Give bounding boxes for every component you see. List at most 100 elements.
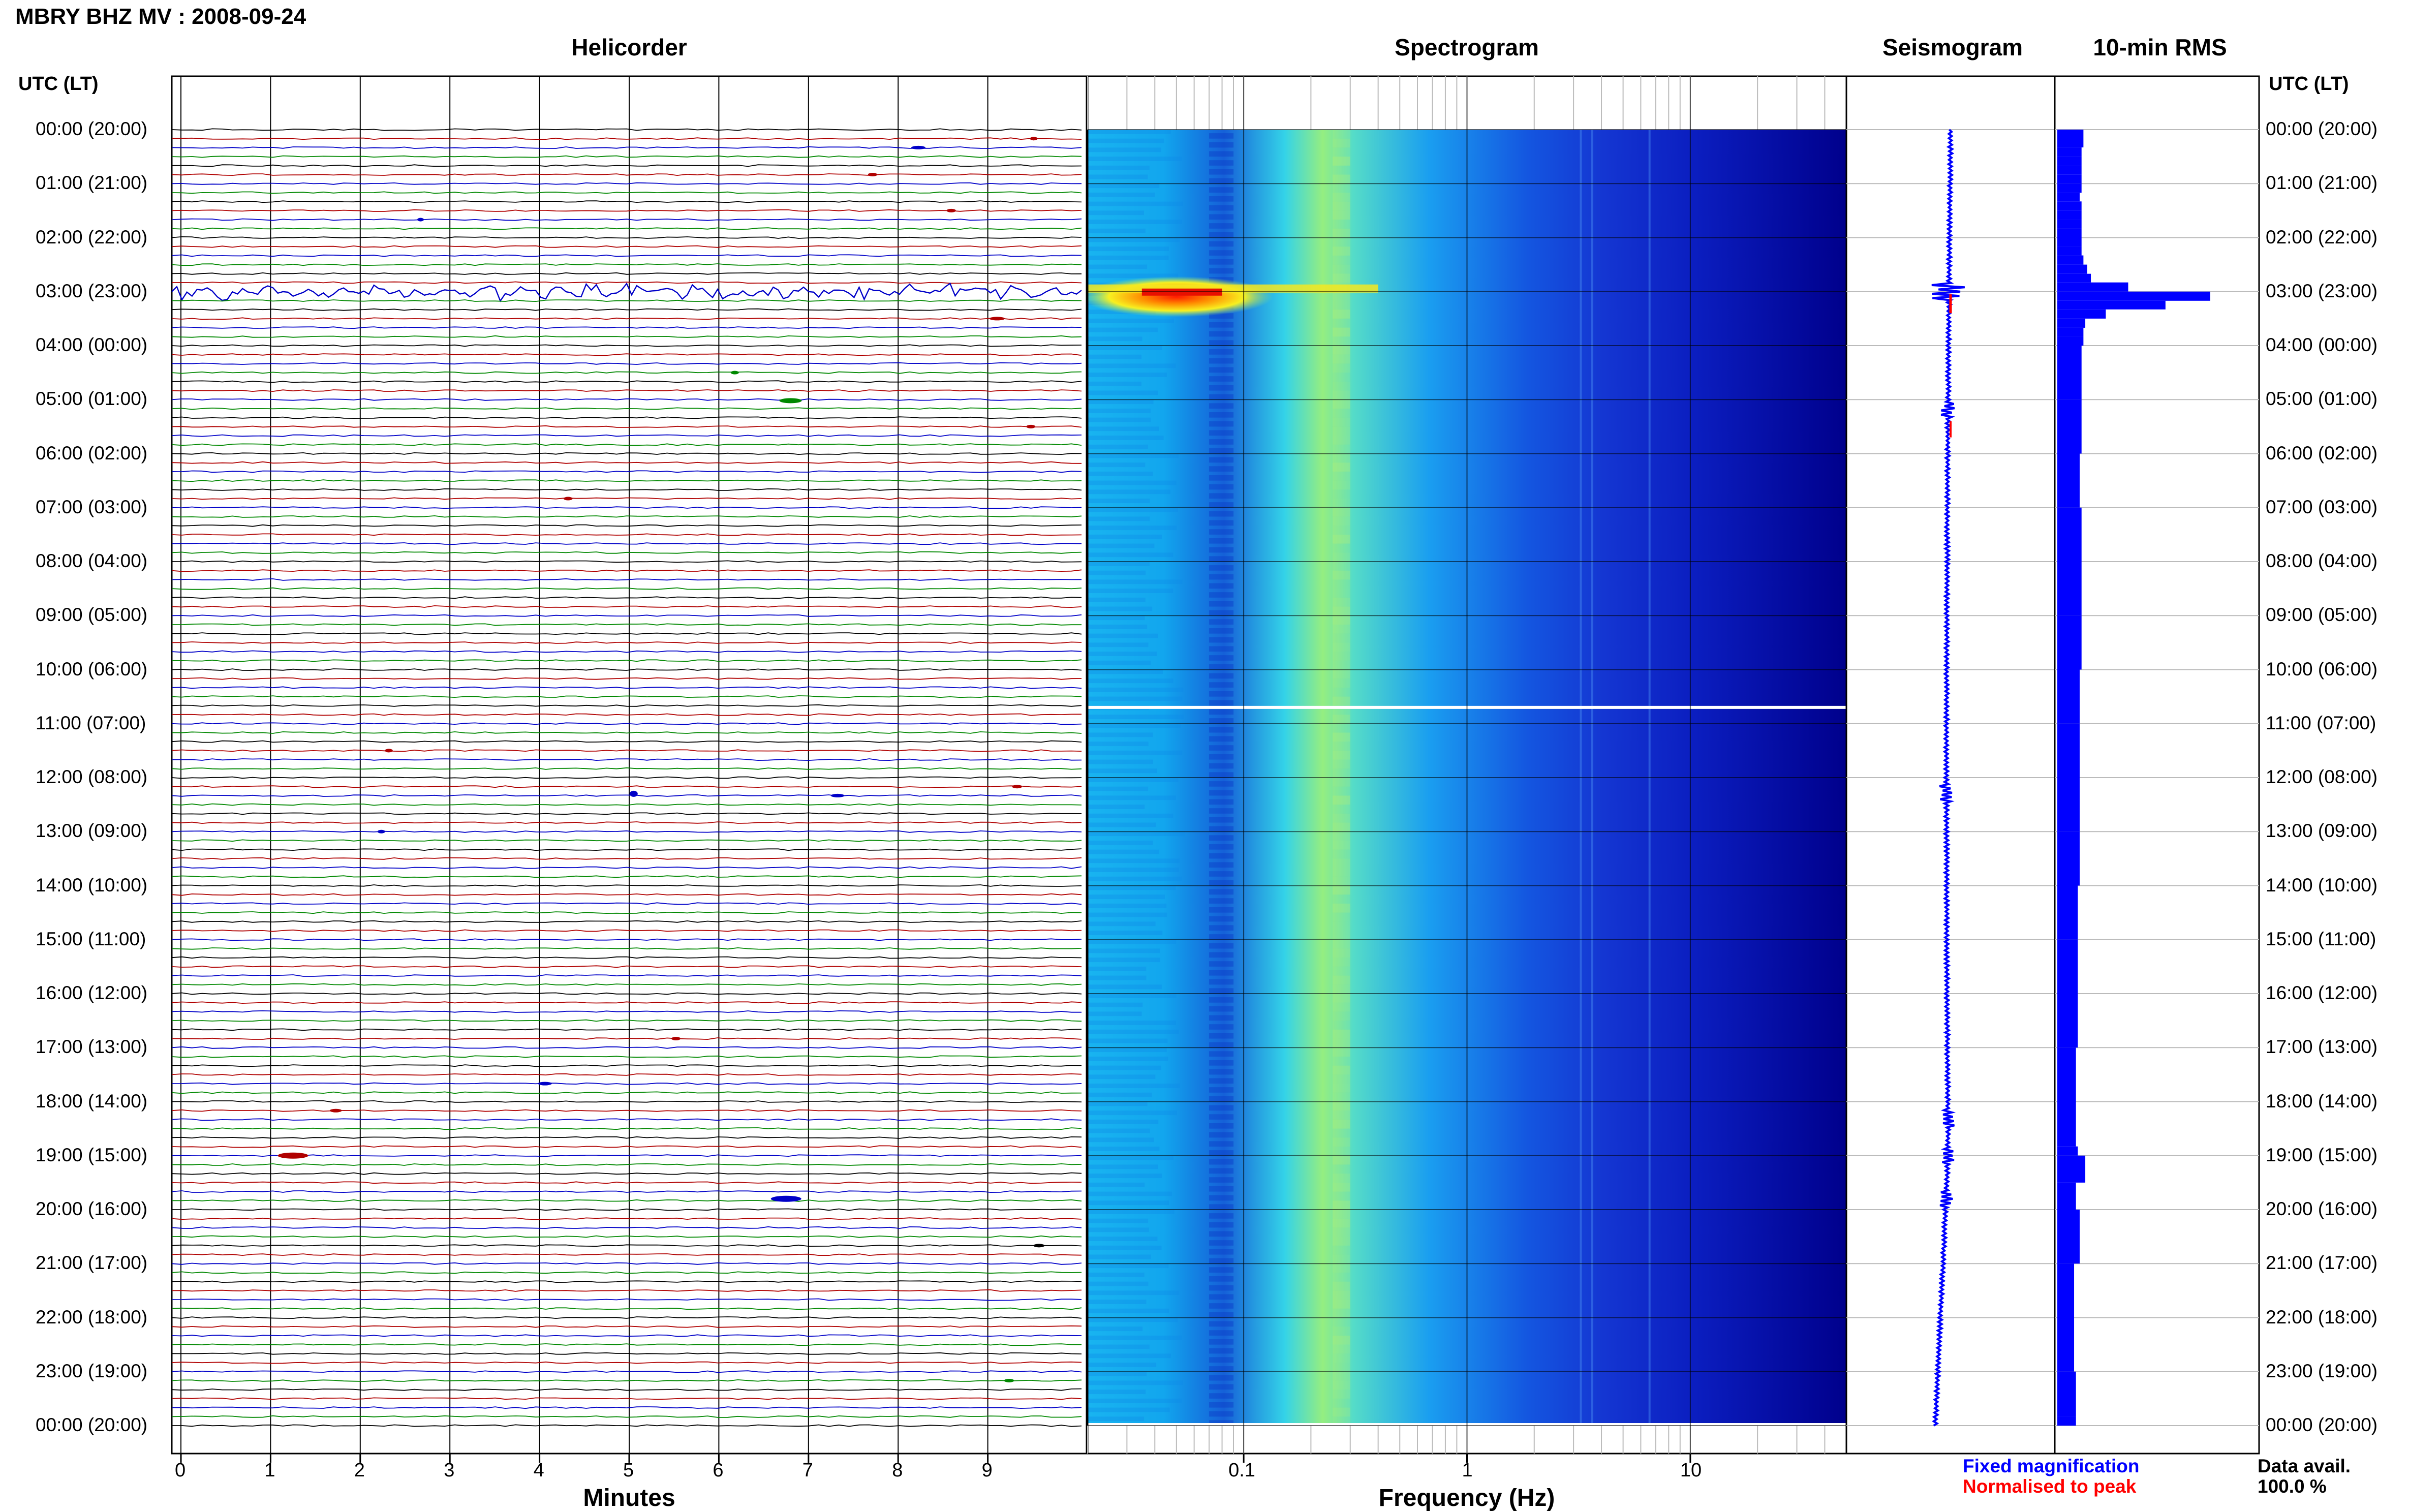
spectrogram-streak xyxy=(1209,1420,1234,1423)
helicorder-trace xyxy=(171,209,1082,212)
helicorder-event-blip xyxy=(629,790,638,797)
spectrogram-streak xyxy=(1332,1011,1350,1021)
spectrogram-streak xyxy=(1088,157,1182,161)
spectrogram-streak xyxy=(1332,1363,1350,1372)
helicorder-event-blip xyxy=(563,497,573,501)
legend-fixed-magnification: Fixed magnification xyxy=(1963,1456,2140,1476)
spectrogram-streak xyxy=(1209,1186,1234,1192)
helicorder-trace xyxy=(171,866,1082,869)
spectrogram-streak xyxy=(1088,1101,1148,1106)
spectrogram-streak xyxy=(1332,876,1350,886)
spectrogram-streak xyxy=(1209,1015,1234,1021)
spectrogram-streak xyxy=(1332,373,1350,382)
spectrogram-streak xyxy=(1209,997,1234,1003)
spectrogram-streak xyxy=(1209,781,1234,787)
spectrogram-streak xyxy=(1209,385,1234,391)
spectrogram-streak xyxy=(1209,1177,1234,1183)
spectrogram-streak xyxy=(1209,646,1234,652)
spectrogram-streak xyxy=(1088,1363,1157,1367)
time-label-left: 11:00 (07:00) xyxy=(36,712,146,733)
helicorder-trace xyxy=(171,461,1082,464)
spectrogram-streak xyxy=(1332,499,1350,508)
spectrogram-streak xyxy=(1332,939,1350,949)
helicorder-trace xyxy=(171,551,1082,554)
spectrogram-streak xyxy=(1332,759,1350,769)
helicorder-trace xyxy=(171,1199,1082,1202)
helicorder-title: Helicorder xyxy=(571,34,687,60)
spectrogram-streak xyxy=(1332,346,1350,355)
spectrogram-streak xyxy=(1332,255,1350,265)
helicorder-trace xyxy=(171,1334,1082,1337)
spectrogram-streak xyxy=(1209,871,1234,877)
helicorder-trace xyxy=(171,1379,1082,1382)
time-label-right: 23:00 (19:00) xyxy=(2266,1360,2378,1381)
spectrogram-streak xyxy=(1209,691,1234,697)
helicorder-trace xyxy=(171,713,1082,716)
spectrogram-streak xyxy=(1209,1114,1234,1120)
spectrogram-streak xyxy=(1088,1155,1173,1160)
rms-bar xyxy=(2057,174,2082,184)
spectrogram-streak xyxy=(1209,1258,1234,1264)
spectrogram-streak xyxy=(1088,336,1142,342)
spectrogram-streak xyxy=(1088,652,1157,656)
spectrogram-streak xyxy=(1088,192,1155,197)
spectrogram-streak xyxy=(1209,1384,1234,1390)
spectrogram-streak xyxy=(1332,174,1350,184)
rms-bar xyxy=(2057,885,2078,940)
spectrogram-streak xyxy=(1332,336,1350,346)
spectrogram-streak xyxy=(1088,1335,1182,1340)
helicorder-trace xyxy=(171,299,1082,302)
spectrogram-streak xyxy=(1088,327,1158,332)
spectrogram-streak xyxy=(1332,1335,1350,1345)
spectrogram-streak xyxy=(1088,499,1150,503)
rms-bar xyxy=(2057,1416,2076,1426)
spectrogram-streak xyxy=(1209,421,1234,427)
helicorder-trace xyxy=(171,560,1082,563)
spectrogram-streak xyxy=(1088,1344,1150,1349)
time-label-right: 06:00 (02:00) xyxy=(2266,442,2378,464)
time-label-left: 17:00 (13:00) xyxy=(36,1036,148,1058)
spectrogram-streak xyxy=(1209,439,1234,445)
spectrogram-streak xyxy=(1209,1303,1234,1309)
spectrogram-streak xyxy=(1209,682,1234,688)
helicorder-trace xyxy=(171,191,1082,194)
time-label-right: 13:00 (09:00) xyxy=(2266,820,2378,842)
spectrogram-streak xyxy=(1209,160,1234,166)
spectrogram-streak xyxy=(1088,471,1153,476)
spectrogram-streak xyxy=(1088,399,1154,405)
spectrogram-streak xyxy=(1332,157,1350,166)
spectrogram-streak xyxy=(1209,1294,1234,1300)
rms-frame xyxy=(2054,75,2260,1455)
spectrogram-streak xyxy=(1088,849,1160,854)
spectrogram-streak xyxy=(1332,624,1350,634)
spectrogram-streak xyxy=(1088,346,1162,350)
rms-bar xyxy=(2057,1263,2075,1318)
time-label-left: 16:00 (12:00) xyxy=(36,982,148,1003)
spectrogram-streak xyxy=(1088,1074,1156,1079)
time-label-left: 15:00 (11:00) xyxy=(36,928,146,949)
helicorder-trace xyxy=(171,569,1082,572)
spectrogram-streak xyxy=(1209,637,1234,643)
helicorder-trace xyxy=(171,884,1082,887)
helicorder-trace xyxy=(171,929,1082,932)
spectrogram-streak xyxy=(1332,1128,1350,1138)
spectrogram-streak xyxy=(1209,835,1234,841)
spectrogram-streak xyxy=(1332,1398,1350,1408)
spectrogram-streak xyxy=(1332,381,1350,391)
spectrogram-streak xyxy=(1209,214,1234,220)
spectrogram-streak xyxy=(1088,723,1181,728)
helicorder-trace xyxy=(171,623,1082,626)
spectrogram-streak xyxy=(1332,165,1350,175)
spectrogram-streak xyxy=(1209,1393,1234,1399)
spectrogram-streak xyxy=(1332,1326,1350,1336)
time-label-right: 18:00 (14:00) xyxy=(2266,1090,2378,1112)
spectrogram-streak xyxy=(1209,1330,1234,1336)
helicorder-event-blip xyxy=(770,1195,801,1202)
spectrogram-streak xyxy=(1088,363,1176,368)
spectrogram-streak xyxy=(1209,673,1234,679)
helicorder-trace xyxy=(171,1316,1082,1319)
spectrogram-streak xyxy=(1332,975,1350,985)
spectrogram-streak xyxy=(1209,502,1234,508)
spectrogram-streak xyxy=(1209,736,1234,742)
spectrogram-streak xyxy=(1209,1402,1234,1408)
